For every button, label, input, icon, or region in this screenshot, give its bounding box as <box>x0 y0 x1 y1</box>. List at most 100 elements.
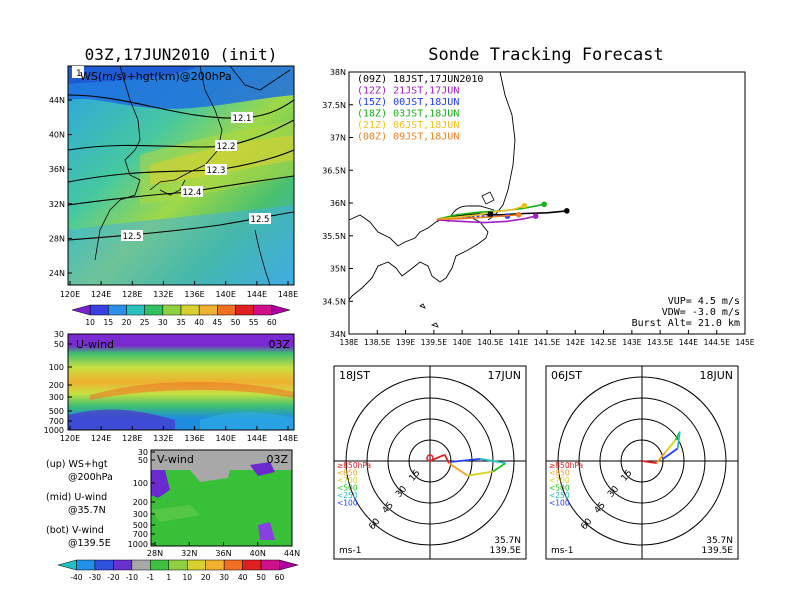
hodograph-level-label: <250 <box>337 491 358 500</box>
v-p-tick-label: 500 <box>133 521 148 530</box>
wind-colorbar-box <box>168 559 188 571</box>
wind-colorbar-label: -30 <box>89 573 101 582</box>
ws-colorbar-box <box>71 304 91 316</box>
tracking-lat-tick-label: 35N <box>330 265 346 274</box>
hodograph-segment <box>655 452 666 464</box>
tracking-lon-tick-label: 142.5E <box>590 338 616 347</box>
hodograph-segment <box>467 470 494 477</box>
ws-colorbar-box <box>253 304 273 316</box>
tracking-map-panel: 38N 37.5N 37N 36.5N 36N 35.5N 35N 34.5N 34N 138E… <box>322 68 755 347</box>
contour-label: 12.5 <box>251 215 270 225</box>
u-lon-tick-label: 140E <box>216 434 236 443</box>
tracking-lon-tick-label: 143E <box>622 338 641 347</box>
u-lon-tick-label: 120E <box>60 434 80 443</box>
hodograph-segment <box>450 458 481 463</box>
hodograph-level-label: <500 <box>337 484 358 493</box>
u-wind-time: 03Z <box>268 338 290 351</box>
wind-colorbar-label: 40 <box>238 573 248 582</box>
hodograph-level-label: <500 <box>549 484 570 493</box>
ws-colorbar-label: 55 <box>249 318 259 327</box>
map-lat-tick-label: 28N <box>49 234 65 243</box>
hodograph-loc-lon: 139.5E <box>490 546 522 556</box>
v-lat-ticks: 28N 32N 36N 40N 44N <box>147 542 300 558</box>
tracking-lon-tick-label: 141.5E <box>534 338 560 347</box>
izu-island-3 <box>430 322 439 328</box>
u-wind-label: U-wind <box>76 338 114 351</box>
track-line <box>436 215 508 221</box>
contour-label-bg <box>181 186 203 197</box>
wind-colorbar-box <box>150 559 170 571</box>
map-lon-tick-label: 124E <box>91 290 111 299</box>
track-line <box>436 204 525 221</box>
tracking-param: VUP= 4.5 m/s <box>668 296 740 307</box>
hodograph-06jst: 06JST 18JUN15304560≥850hPa<850<700<500<25… <box>545 365 739 560</box>
u-p-tick-label: 200 <box>49 381 64 390</box>
contour-label-bg <box>231 112 253 123</box>
tracking-lon-tick-label: 140E <box>453 338 472 347</box>
u-lon-tick-label: 128E <box>122 434 142 443</box>
hodograph-segment <box>448 462 469 477</box>
u-p-tick-label: 700 <box>49 417 64 426</box>
map-lat-tick-label: 32N <box>49 200 65 209</box>
ws-colorbar-box <box>144 304 164 316</box>
v-p-tick-label: 700 <box>133 530 148 539</box>
hodograph-loc-lat: 35.7N <box>494 536 521 546</box>
contour-label-bg <box>205 164 227 175</box>
hodograph-date: 17JUN <box>487 369 521 382</box>
hodograph-18jst: 18JST 17JUN15304560≥850hPa<850<700<500<25… <box>333 365 527 560</box>
hodograph-time: 18JST <box>339 369 370 382</box>
hodograph-segment <box>480 458 506 464</box>
panel-legend-line: (mid) U-wind <box>46 492 107 503</box>
wind-colorbar-box <box>76 559 96 571</box>
tracking-lat-tick-label: 34.5N <box>322 297 346 306</box>
track-end-marker <box>541 201 547 208</box>
v-wind-time: 03Z <box>266 453 288 466</box>
track-lines <box>436 201 570 224</box>
hodograph-level-label: <100 <box>549 499 570 508</box>
tracking-lon-tick-label: 144.5E <box>704 338 730 347</box>
hodograph-level-label: <700 <box>549 476 570 485</box>
contour-label-bg <box>121 230 143 241</box>
tracking-lat-tick-label: 35.5N <box>322 232 346 241</box>
track-line <box>436 214 519 221</box>
map-lat-tick-label: 36N <box>49 165 65 174</box>
u-p-tick-label: 30 <box>54 330 64 339</box>
panel-legend-line: (up) WS+hgt <box>46 459 108 470</box>
tracking-legend-entry: (15Z) 00JST,18JUN <box>357 97 459 108</box>
map-lon-tick-label: 136E <box>184 290 204 299</box>
tracking-legend: (09Z) 18JST,17JUN2010(12Z) 21JST,17JUN(1… <box>357 74 483 143</box>
ws-colorbar-box <box>198 304 218 316</box>
hodograph-segment <box>676 431 681 449</box>
map-lon-tick-label: 144E <box>247 290 267 299</box>
hodograph-level-label: <250 <box>549 491 570 500</box>
ws-colorbar-label: 10 <box>85 318 95 327</box>
track-end-marker <box>564 208 570 214</box>
tracking-title: Sonde Tracking Forecast <box>428 45 663 65</box>
track-line <box>436 203 545 221</box>
tracking-lat-tick-label: 38N <box>330 68 346 77</box>
ws-colorbar-box <box>271 304 291 316</box>
tracking-param: VDW= -3.0 m/s <box>662 307 740 318</box>
track-end-marker <box>532 213 539 219</box>
hodograph-date: 18JUN <box>699 369 733 382</box>
tracking-legend-entry: (18Z) 03JST,18JUN <box>357 109 459 120</box>
v-lat-tick-label: 40N <box>250 549 266 558</box>
ws-colorbar-label: 35 <box>176 318 186 327</box>
wind-colorbar-label: 30 <box>219 573 229 582</box>
wind-colorbar-box <box>279 559 299 571</box>
ws-colorbar-box <box>108 304 127 316</box>
v-p-tick-label: 30 <box>138 448 148 457</box>
contour-label-bg <box>249 213 271 224</box>
tracking-lon-tick-label: 142E <box>566 338 585 347</box>
contour-label-bg <box>215 140 237 151</box>
u-p-tick-label: 300 <box>49 393 64 402</box>
u-lon-tick-label: 148E <box>278 434 298 443</box>
wind-colorbar-label: 50 <box>256 573 266 582</box>
hodograph-level-label: <850 <box>337 469 358 478</box>
u-lon-tick-label: 124E <box>91 434 111 443</box>
